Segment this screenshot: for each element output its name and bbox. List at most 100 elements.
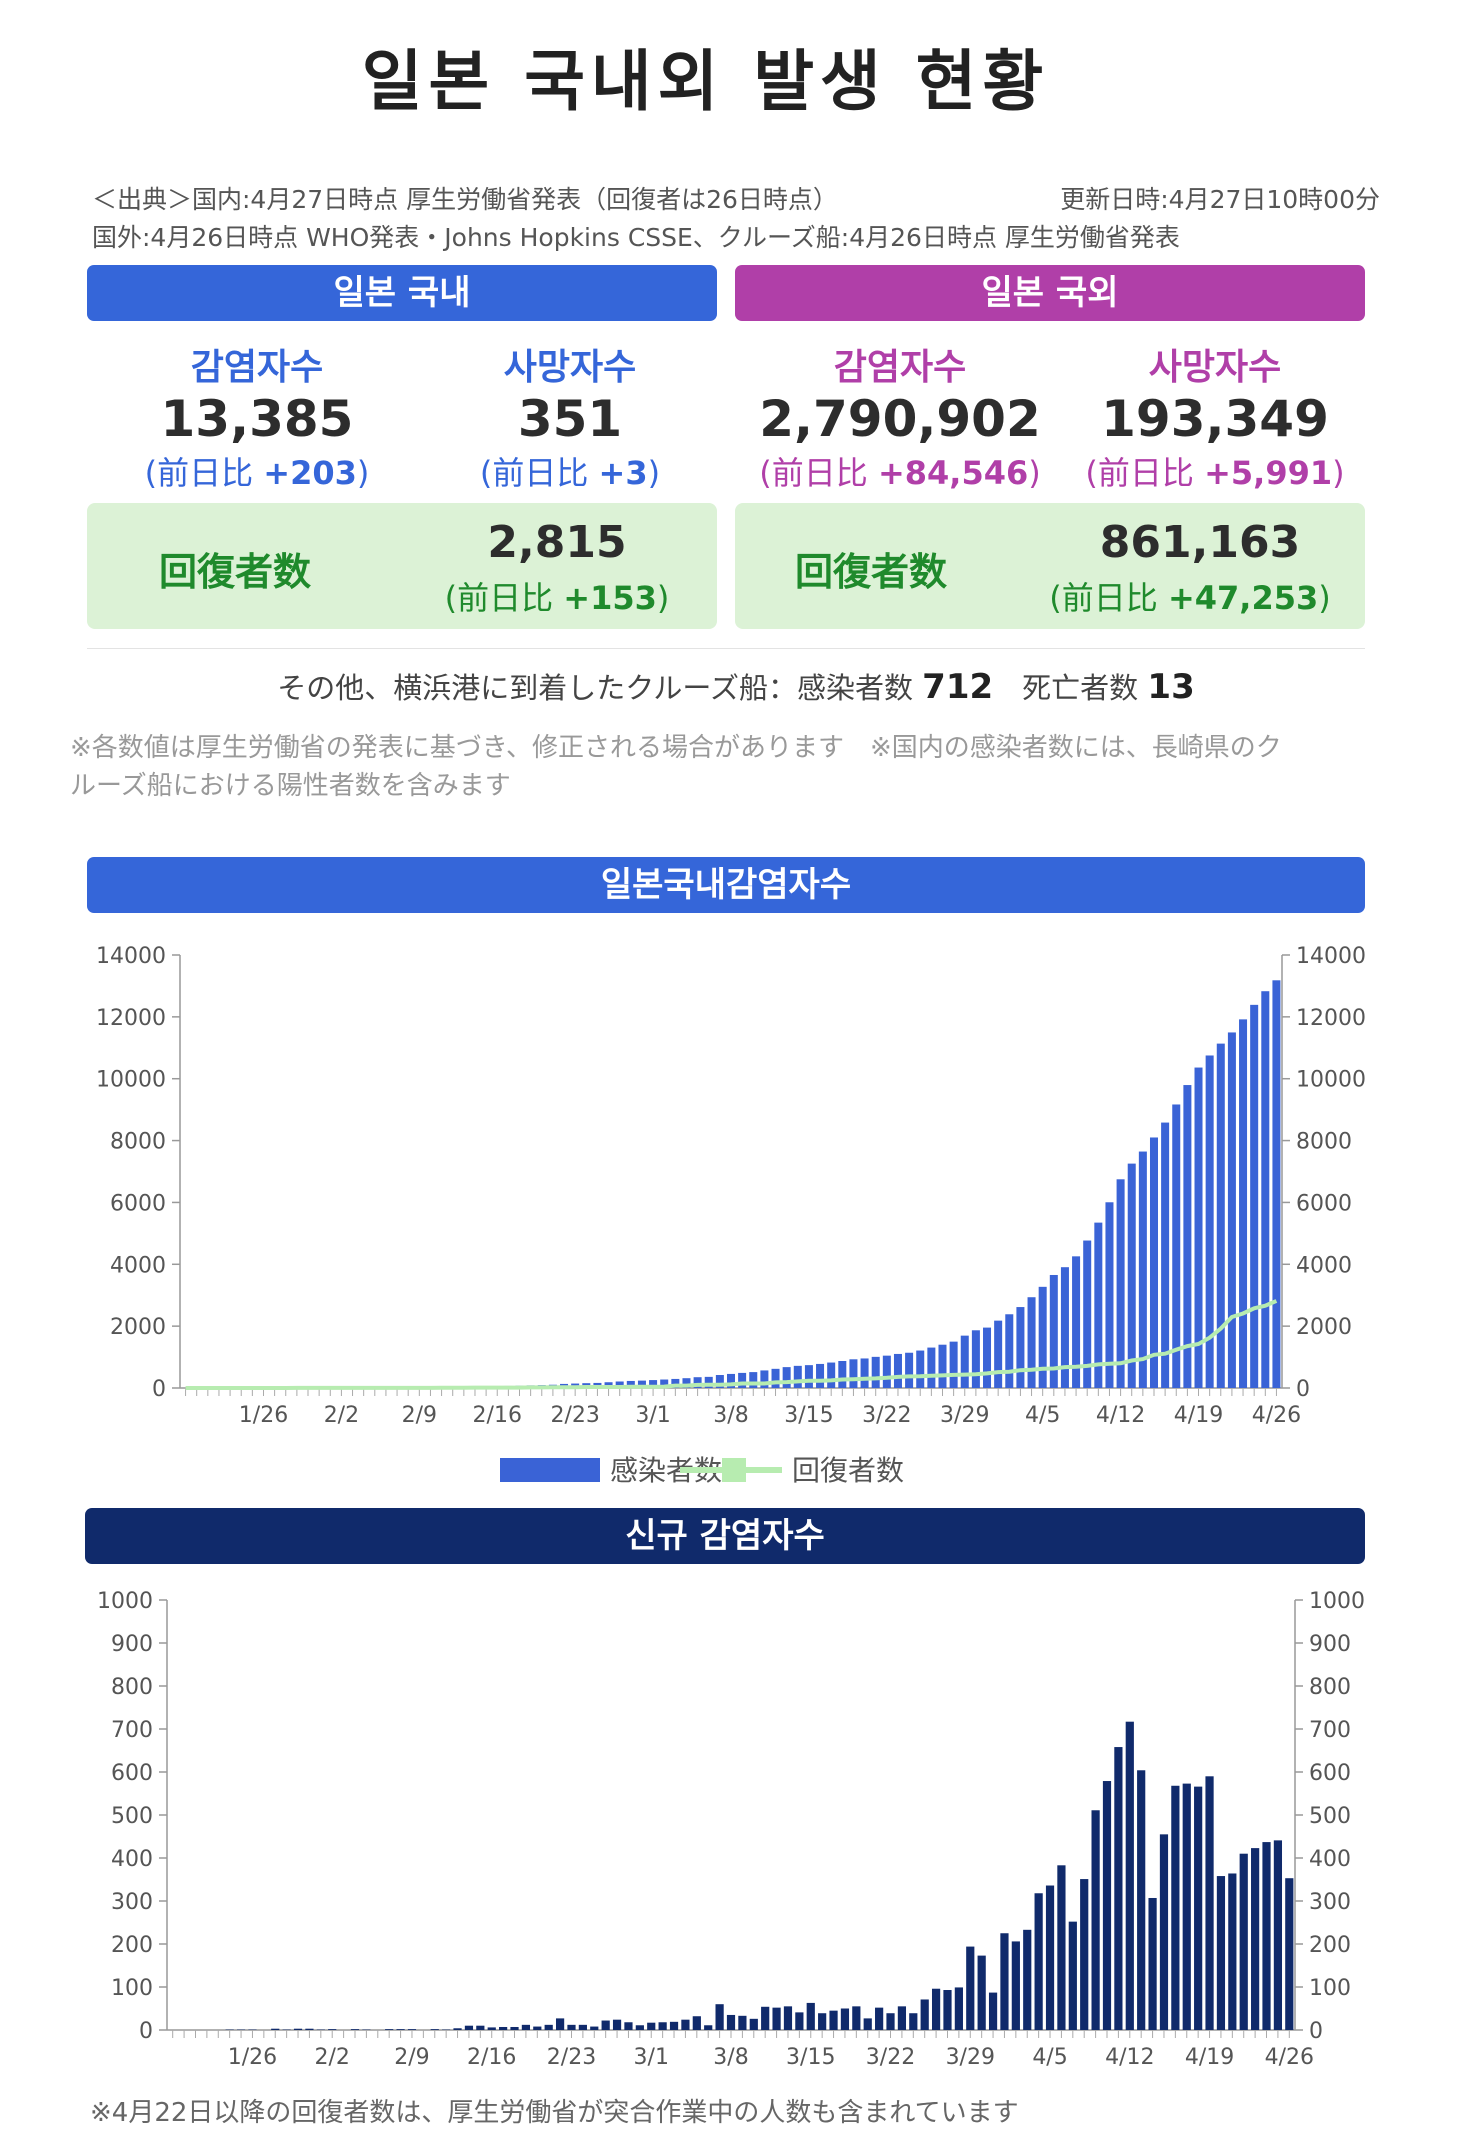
y-tick-label-left: 0 <box>139 2019 153 2044</box>
y-tick-label-left: 2000 <box>110 1315 166 1340</box>
x-tick-label: 3/8 <box>713 1403 748 1428</box>
bar <box>601 2020 610 2030</box>
y-tick-label-left: 200 <box>111 1933 153 1958</box>
bar <box>1027 1297 1036 1388</box>
bar <box>827 1362 836 1388</box>
bar <box>1250 1004 1259 1388</box>
y-tick-label-left: 500 <box>111 1804 153 1829</box>
domestic-header: 일본 국내 <box>87 265 717 321</box>
x-tick-label: 4/26 <box>1265 2045 1314 2070</box>
bar <box>1149 1137 1158 1388</box>
page-title: 일본 국내외 발생 현황 <box>361 43 1050 120</box>
bar <box>916 1350 925 1388</box>
x-tick-label: 2/16 <box>473 1403 522 1428</box>
overseas-infected-value: 2,790,902 <box>759 390 1041 448</box>
bar <box>682 1378 691 1388</box>
overseas-deaths-value: 193,349 <box>1101 390 1329 448</box>
y-tick-label-left: 14000 <box>96 944 166 969</box>
cumulative-cases-chart: 0 0 2000 2000 4000 4000 6000 6000 8000 8000 10000 1… <box>96 944 1366 1487</box>
bar <box>704 1376 713 1388</box>
bar <box>499 2026 508 2030</box>
domestic-deaths-label: 사망자수 <box>503 347 637 388</box>
bar <box>1011 1941 1020 2030</box>
bar <box>681 2019 690 2030</box>
bar <box>954 1987 963 2030</box>
domestic-deaths-value: 351 <box>517 390 623 448</box>
y-tick-label-left: 1000 <box>97 1589 153 1614</box>
bar <box>772 2007 781 2030</box>
y-tick-label-right: 8000 <box>1296 1130 1352 1155</box>
footnote: ※4月22日以降の回復者数は、厚生労働省が突合作業中の人数も含まれています <box>90 2098 1019 2128</box>
bar <box>966 1946 975 2030</box>
overseas-infected-block: 감염자수 2,790,902 (前日比 +84,546) <box>740 338 1060 494</box>
new-cases-chart: 0 0 100 100 200 200 300 300 400 400 500 500 600 600 70… <box>97 1589 1365 2070</box>
y-tick-label-right: 300 <box>1309 1890 1351 1915</box>
bar <box>533 2026 542 2030</box>
bar <box>988 1992 998 2030</box>
y-tick-label-right: 800 <box>1309 1675 1351 1700</box>
bar <box>1137 1770 1146 2030</box>
bar <box>875 2007 884 2030</box>
domestic-deaths-delta: (前日比 +3) <box>479 454 661 492</box>
updated-timestamp: 更新日時:4月27日10時00分 <box>1060 185 1380 214</box>
overseas-recovered-delta: (前日比 +47,253) <box>1049 579 1331 617</box>
overseas-header: 일본 국외 <box>735 265 1365 321</box>
y-tick-label-left: 700 <box>111 1718 153 1743</box>
bar <box>1161 1122 1170 1388</box>
bar <box>749 2018 758 2030</box>
bar <box>1159 1834 1169 2030</box>
bar <box>647 2022 656 2030</box>
bar <box>626 1380 635 1388</box>
x-tick-label: 3/8 <box>713 2045 748 2070</box>
bar <box>909 2013 918 2030</box>
bar <box>886 2013 895 2030</box>
bar <box>615 1381 624 1388</box>
bar <box>1116 1179 1125 1388</box>
bar <box>476 2025 485 2030</box>
y-tick-label-right: 0 <box>1309 2019 1323 2044</box>
source-line-2: 国外:4月26日時点 WHO発表・Johns Hopkins CSSE、クルーズ… <box>92 223 1180 252</box>
bar <box>1094 1222 1103 1388</box>
x-tick-label: 2/9 <box>402 1403 437 1428</box>
y-tick-label-right: 14000 <box>1296 944 1366 969</box>
bar <box>590 2026 599 2030</box>
bar <box>994 1320 1003 1388</box>
y-tick-label-right: 10000 <box>1296 1068 1366 1093</box>
bar <box>977 1955 986 2030</box>
bar <box>838 1360 847 1388</box>
y-tick-label-right: 600 <box>1309 1761 1351 1786</box>
bar <box>612 2019 622 2030</box>
x-tick-label: 3/1 <box>635 1403 670 1428</box>
domestic-infected-label: 감염자수 <box>190 347 324 388</box>
bar <box>715 2004 724 2030</box>
bar <box>544 2024 553 2030</box>
x-tick-label: 4/5 <box>1032 2045 1067 2070</box>
x-tick-label: 3/1 <box>634 2045 669 2070</box>
note-line-1: ※各数値は厚生労働省の発表に基づき、修正される場合があります ※国内の感染者数に… <box>70 733 1282 763</box>
bar <box>1216 1043 1225 1388</box>
x-tick-label: 2/16 <box>467 2045 516 2070</box>
y-tick-label-right: 6000 <box>1296 1191 1352 1216</box>
bar <box>960 1335 969 1388</box>
x-tick-label: 3/29 <box>946 2045 995 2070</box>
bar <box>487 2027 496 2030</box>
bar <box>578 2024 587 2030</box>
cruise-deaths-value: 13 <box>1147 667 1195 707</box>
bar <box>793 1365 802 1388</box>
domestic-deaths-block: 사망자수 351 (前日比 +3) <box>400 338 740 494</box>
bar <box>806 2002 815 2030</box>
bar <box>1148 1897 1157 2030</box>
bar <box>1127 1163 1136 1388</box>
bar <box>738 1372 747 1388</box>
bar <box>771 1368 780 1388</box>
domestic-recovered-box: 回復者数 2,815 (前日比 +153) <box>87 503 717 629</box>
y-tick-label-right: 0 <box>1296 1377 1310 1402</box>
bar <box>943 1990 952 2030</box>
bar <box>1216 1876 1226 2030</box>
bar <box>1285 1878 1294 2030</box>
y-tick-label-left: 900 <box>111 1632 153 1657</box>
bar <box>804 1365 813 1388</box>
y-tick-label-right: 700 <box>1309 1718 1351 1743</box>
bar <box>938 1344 947 1388</box>
y-tick-label-left: 8000 <box>110 1130 166 1155</box>
